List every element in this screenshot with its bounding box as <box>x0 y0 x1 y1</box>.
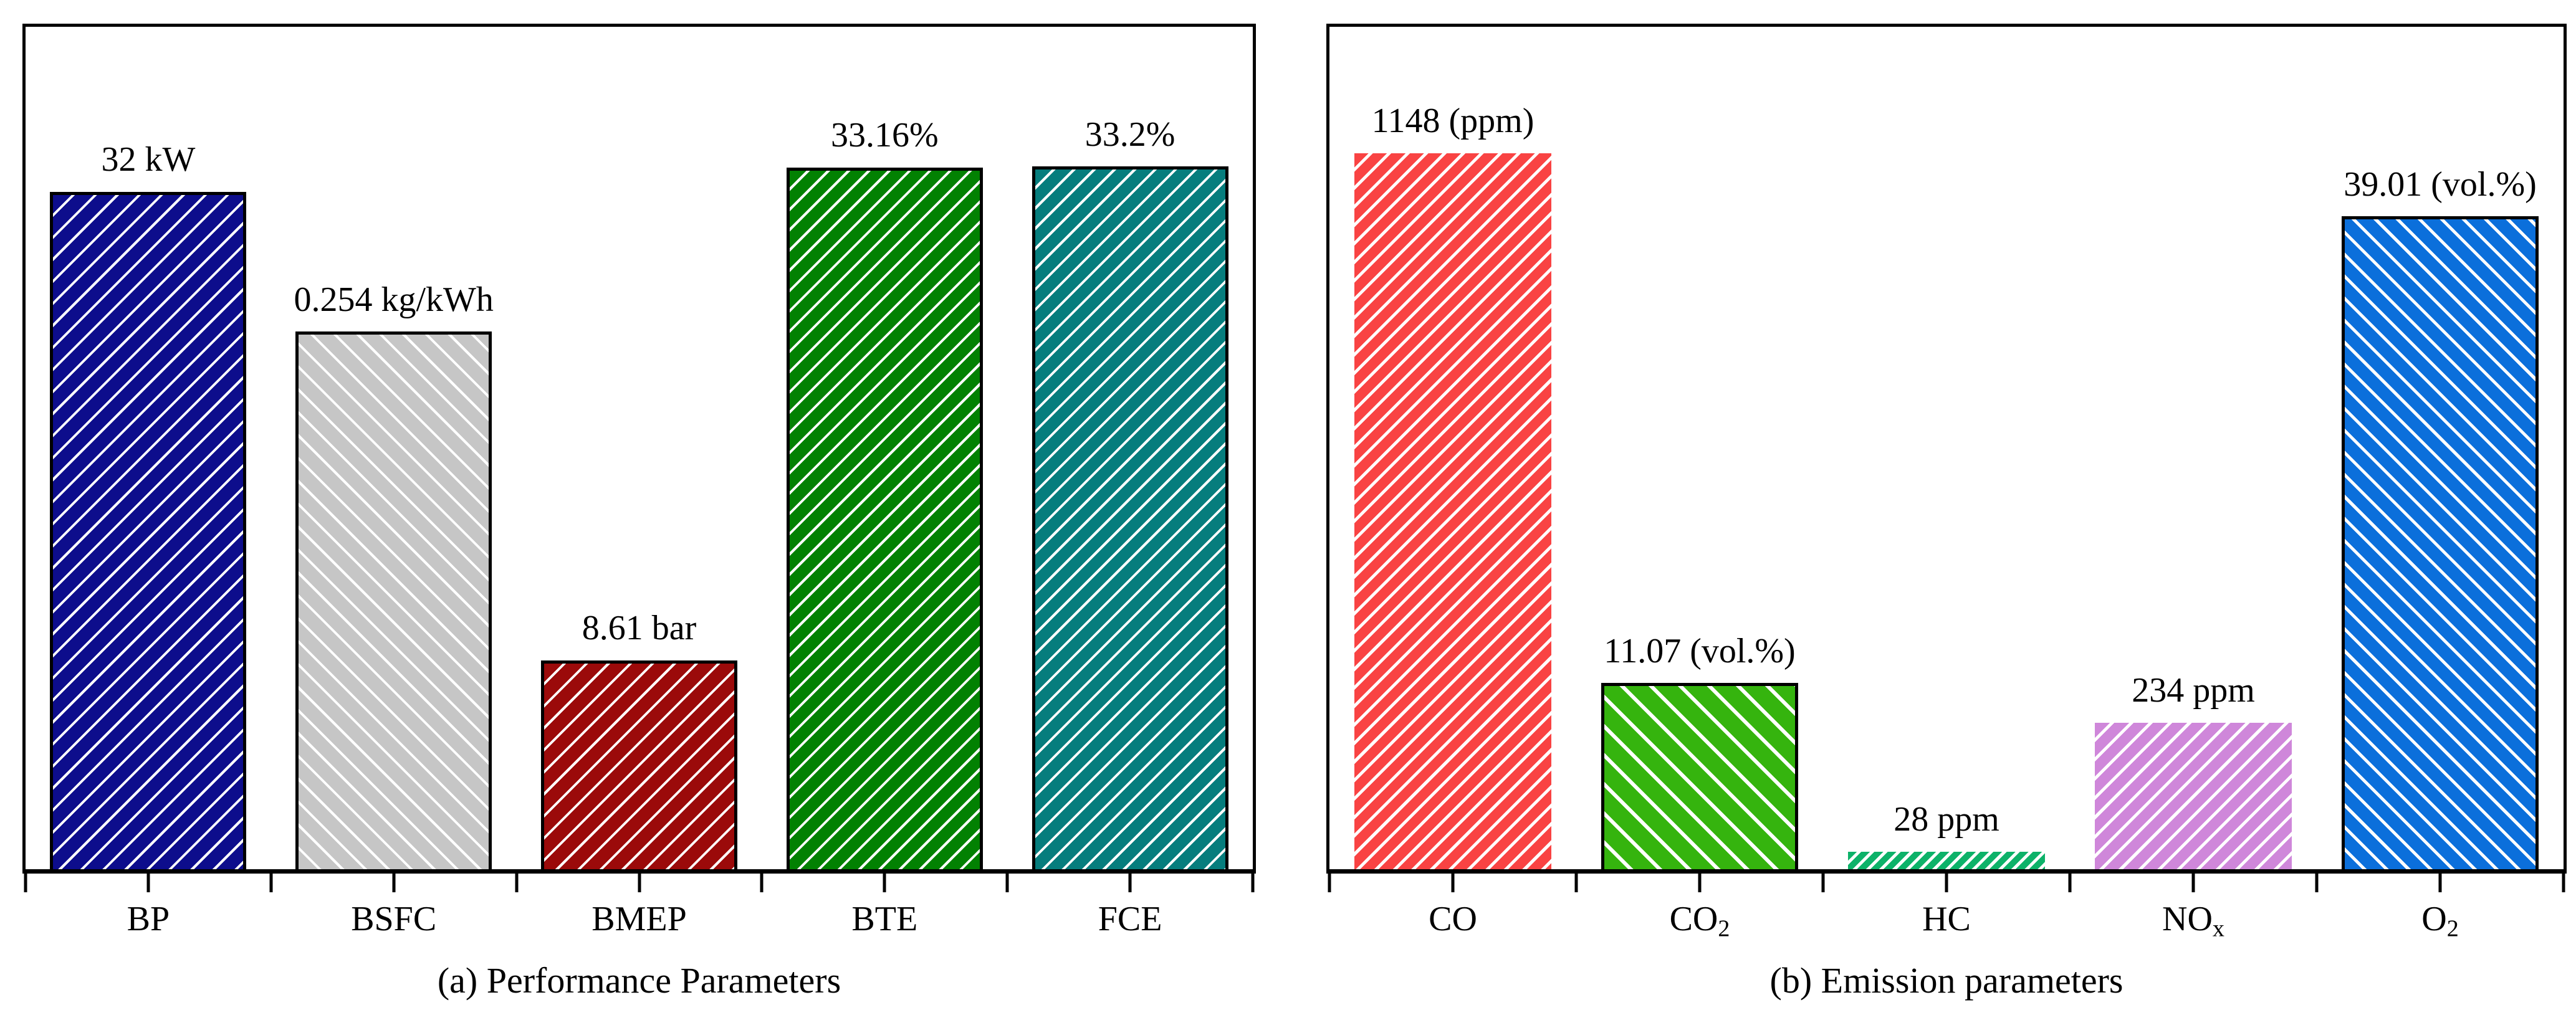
x-axis-tick <box>1945 874 1948 892</box>
chart-panel-performance: 32 kW BP 0.254 kg/kWh BSFC 8.61 bar BMEP 33.16… <box>22 24 1256 938</box>
x-tick-label: BTE <box>851 899 917 943</box>
x-axis-tick <box>1574 874 1578 892</box>
x-axis-tick <box>1698 874 1702 892</box>
x-axis-tick <box>2438 874 2442 892</box>
bar-value-label: 33.16% <box>830 116 939 155</box>
x-axis-tick <box>883 874 886 892</box>
x-axis-tick <box>1328 874 1331 892</box>
x-axis-tick <box>1821 874 1825 892</box>
bar-bp <box>50 192 247 869</box>
bar-nox <box>2094 722 2292 869</box>
bar-bsfc <box>295 331 492 869</box>
x-tick-label: O2 <box>2421 899 2459 943</box>
x-tick-label: NOx <box>2162 899 2224 943</box>
x-axis-tick <box>2315 874 2319 892</box>
bar-value-label: 33.2% <box>1085 115 1175 154</box>
x-tick-label-sub: 2 <box>2446 915 2459 942</box>
x-tick-label: CO2 <box>1670 899 1730 943</box>
x-axis-tick <box>1128 874 1132 892</box>
x-tick-label-main: HC <box>1922 900 1971 938</box>
bar-value-label: 1148 (ppm) <box>1371 102 1535 141</box>
chart-panel-emission: 1148 (ppm) CO 11.07 (vol.%) CO2 28 ppm HC 234 … <box>1326 24 2567 942</box>
bar-value-label: 28 ppm <box>1894 800 1999 839</box>
x-tick-label-main: BMEP <box>591 900 687 938</box>
bar-value-label: 32 kW <box>101 140 196 179</box>
x-axis-tick <box>638 874 641 892</box>
x-axis-tick <box>515 874 519 892</box>
caption-emission: (b) Emission parameters <box>1769 960 2124 1001</box>
x-tick-label-main: NO <box>2162 900 2213 938</box>
x-axis-tick <box>1451 874 1455 892</box>
x-axis-tick <box>2068 874 2072 892</box>
x-tick-label-main: BSFC <box>351 900 437 938</box>
bar-co <box>1354 153 1552 869</box>
bar-o2 <box>2341 216 2539 869</box>
caption-performance: (a) Performance Parameters <box>437 960 841 1001</box>
bar-value-label: 234 ppm <box>2132 671 2255 710</box>
x-axis-tick <box>760 874 764 892</box>
x-tick-label: HC <box>1922 899 1971 943</box>
x-tick-label-main: FCE <box>1098 900 1162 938</box>
x-tick-label: FCE <box>1098 899 1162 943</box>
x-axis-tick <box>392 874 396 892</box>
x-axis-tick <box>269 874 273 892</box>
x-tick-label: CO <box>1429 899 1477 943</box>
x-tick-label-main: BP <box>127 900 170 938</box>
bar-value-label: 11.07 (vol.%) <box>1604 631 1796 670</box>
bar-fce <box>1032 166 1228 869</box>
x-tick-label: BMEP <box>591 899 687 943</box>
bar-bmep <box>540 660 737 869</box>
x-tick-label-sub: 2 <box>1718 915 1730 942</box>
bar-hc <box>1847 851 2046 869</box>
bar-value-label: 8.61 bar <box>582 609 697 648</box>
x-tick-label-main: O <box>2421 900 2447 938</box>
x-tick-label-main: CO <box>1669 900 1718 938</box>
x-axis-tick <box>2191 874 2195 892</box>
x-axis-tick <box>24 874 27 892</box>
bar-bte <box>786 167 983 869</box>
bar-co2 <box>1601 683 1799 869</box>
x-tick-label-sub: x <box>2212 915 2224 942</box>
x-tick-label: BSFC <box>351 899 436 943</box>
x-axis-tick <box>1251 874 1255 892</box>
bar-value-label: 39.01 (vol.%) <box>2344 164 2537 204</box>
x-tick-label-main: BTE <box>851 900 918 938</box>
bar-value-label: 0.254 kg/kWh <box>294 280 494 319</box>
x-axis-tick <box>2562 874 2565 892</box>
x-axis-tick <box>1005 874 1009 892</box>
x-tick-label: BP <box>127 899 170 943</box>
x-tick-label-main: CO <box>1429 900 1477 938</box>
x-axis-tick <box>146 874 150 892</box>
